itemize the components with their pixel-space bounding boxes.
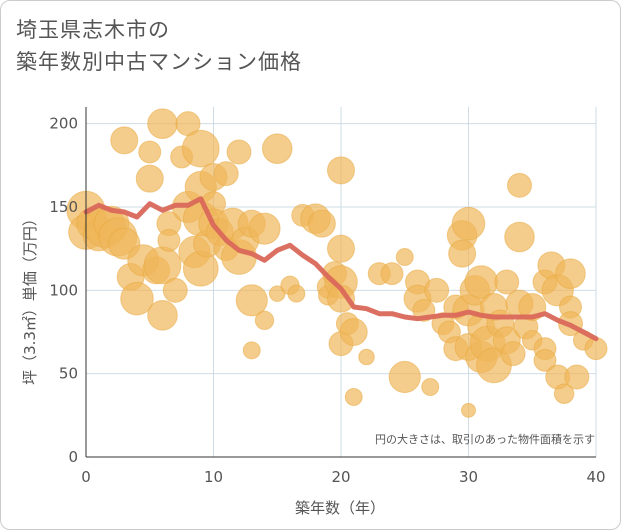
title-line-1: 埼玉県志木市の	[16, 18, 170, 42]
data-bubble	[287, 284, 306, 303]
data-bubble	[395, 248, 414, 266]
data-bubble	[451, 206, 486, 241]
y-tick-label: 200	[49, 115, 78, 133]
data-bubble	[162, 277, 188, 303]
y-tick-label: 150	[49, 198, 78, 216]
data-bubble	[553, 383, 575, 404]
data-bubble	[339, 318, 368, 346]
data-bubble	[235, 284, 268, 317]
data-bubble	[424, 277, 450, 303]
data-bubble	[344, 388, 363, 406]
average-price-line	[83, 196, 599, 342]
data-bubble	[421, 378, 440, 396]
data-bubble	[226, 139, 252, 165]
data-bubble	[555, 258, 586, 289]
data-bubble	[181, 129, 220, 168]
data-bubble	[157, 228, 181, 252]
data-bubble	[110, 126, 139, 155]
x-axis-title: 築年数（年）	[295, 499, 385, 517]
data-bubble	[213, 161, 239, 187]
x-tick-label: 10	[204, 468, 223, 486]
axes-layer: 0 10 20 30 40 0 50 100 150 200	[49, 107, 606, 486]
data-bubble	[388, 360, 421, 394]
data-bubble	[138, 140, 162, 164]
y-axis-title: 坪（3.3㎡）単価（万円）	[21, 211, 39, 385]
data-bubble	[327, 234, 355, 263]
data-bubble	[182, 250, 219, 287]
data-bubble	[147, 108, 178, 139]
data-bubble	[504, 221, 535, 253]
x-tick-label: 40	[586, 468, 605, 486]
data-bubble	[120, 281, 154, 316]
data-bubble	[254, 310, 275, 331]
title-line-2: 築年数別中古マンション価格	[16, 50, 302, 74]
data-bubble	[494, 269, 520, 295]
x-tick-label: 30	[459, 468, 478, 486]
data-bubble	[327, 284, 355, 313]
data-bubble	[461, 402, 476, 418]
size-legend-note: 円の大きさは、取引のあった物件面積を示す	[375, 432, 595, 446]
y-tick-label: 100	[49, 281, 78, 299]
page-title: 埼玉県志木市の 築年数別中古マンション価格	[16, 14, 302, 78]
data-bubble	[248, 212, 281, 245]
data-bubble	[500, 341, 526, 367]
data-bubble	[533, 348, 557, 372]
x-tick-label: 20	[331, 468, 350, 486]
data-bubble	[327, 156, 355, 185]
data-bubble	[358, 348, 375, 366]
y-tick-label: 0	[68, 448, 78, 466]
bubble-layer	[66, 108, 608, 418]
data-bubble	[507, 172, 532, 198]
data-bubble	[448, 239, 477, 268]
data-bubble	[564, 364, 590, 390]
x-tick-label: 0	[81, 468, 91, 486]
data-bubble	[242, 341, 261, 360]
data-bubble	[261, 133, 293, 164]
trend-layer	[83, 196, 599, 342]
data-bubble	[147, 300, 178, 331]
data-bubble	[380, 262, 404, 286]
data-bubble	[307, 209, 336, 238]
y-tick-label: 50	[59, 365, 78, 383]
data-bubble	[135, 164, 164, 193]
